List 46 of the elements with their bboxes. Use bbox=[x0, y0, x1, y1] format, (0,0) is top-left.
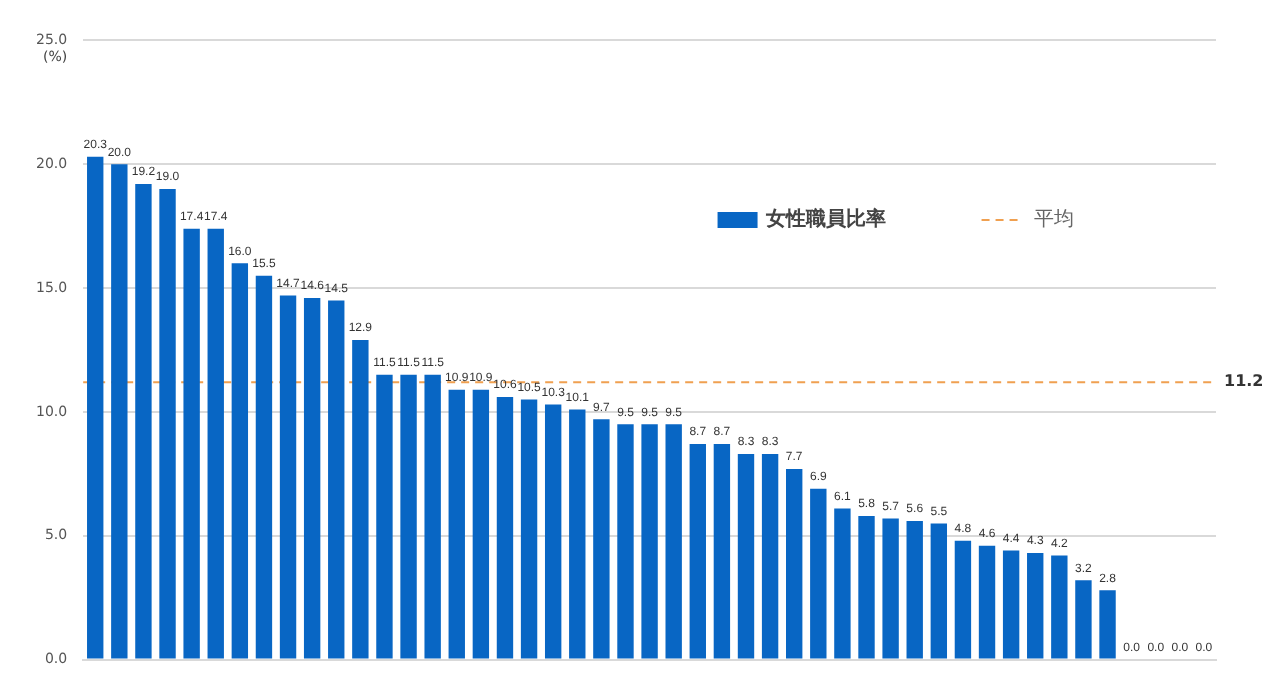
bar bbox=[834, 508, 851, 659]
bar bbox=[1002, 550, 1020, 659]
bar bbox=[328, 300, 345, 659]
bar bbox=[593, 419, 610, 659]
bar bbox=[279, 295, 297, 659]
bar bbox=[1075, 580, 1092, 659]
bar bbox=[159, 189, 176, 659]
bar bbox=[472, 389, 490, 659]
bar bbox=[87, 156, 104, 659]
legend-label: 女性職員比率 bbox=[763, 207, 886, 232]
bar bbox=[303, 297, 321, 659]
bar bbox=[689, 444, 706, 659]
bar bbox=[858, 515, 875, 659]
bar bbox=[665, 424, 682, 659]
bar bbox=[978, 545, 996, 659]
bar bbox=[1099, 590, 1116, 659]
bar bbox=[786, 468, 803, 659]
bar bbox=[906, 520, 923, 659]
bar bbox=[352, 340, 369, 659]
bar bbox=[544, 404, 562, 659]
bar bbox=[496, 397, 514, 659]
bar bbox=[111, 164, 128, 659]
text: 11.2 bbox=[1224, 372, 1264, 391]
legend-label: 平均 bbox=[1033, 207, 1074, 232]
bar bbox=[569, 409, 586, 659]
bar bbox=[135, 184, 152, 659]
bar bbox=[713, 444, 731, 659]
bar bbox=[1051, 555, 1068, 659]
bar bbox=[231, 263, 249, 659]
bar bbox=[376, 374, 393, 659]
bar bbox=[737, 454, 755, 659]
bar bbox=[255, 275, 273, 659]
bar bbox=[617, 424, 634, 659]
bar bbox=[930, 523, 948, 659]
bar bbox=[448, 389, 465, 659]
bar bbox=[954, 540, 972, 659]
bar bbox=[207, 228, 224, 659]
bar bbox=[183, 228, 200, 659]
bar bbox=[424, 374, 441, 659]
bar bbox=[882, 518, 899, 659]
bar bbox=[641, 424, 658, 659]
bar bbox=[1027, 553, 1044, 659]
bar bbox=[761, 454, 779, 659]
bar bbox=[520, 399, 538, 659]
bar bbox=[400, 374, 417, 659]
bar bbox=[810, 488, 827, 659]
